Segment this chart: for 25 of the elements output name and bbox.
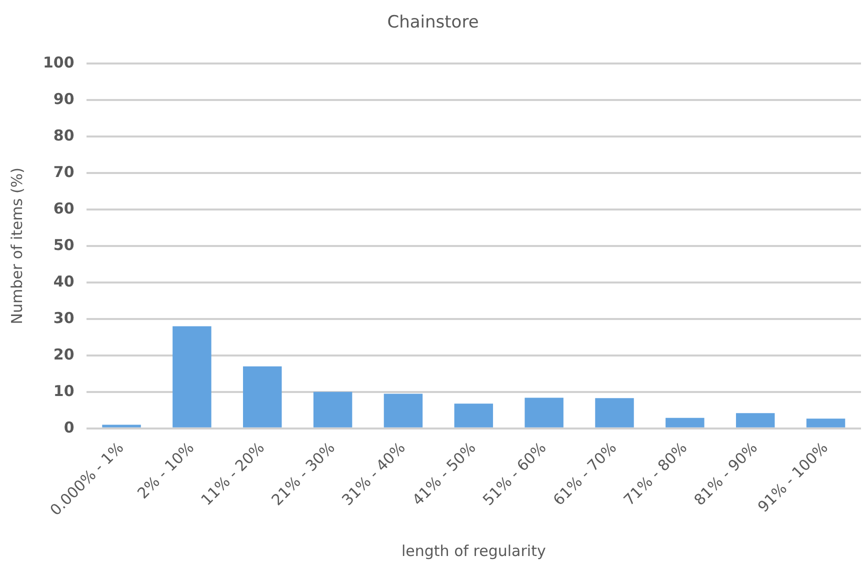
- y-tick-label: 20: [53, 345, 74, 364]
- bar: [102, 424, 141, 428]
- x-axis-title: length of regularity: [401, 542, 546, 560]
- y-tick-label: 80: [53, 126, 74, 144]
- y-tick-label: 50: [53, 236, 74, 254]
- bar: [666, 418, 704, 428]
- bar: [313, 392, 352, 428]
- y-tick-label: 60: [53, 199, 74, 218]
- y-tick-label: 70: [53, 162, 74, 181]
- y-tick-label: 10: [53, 382, 74, 400]
- bar: [454, 404, 494, 428]
- y-tick-label: 90: [53, 90, 74, 108]
- y-axis-title: Number of items (%): [8, 168, 26, 324]
- bar: [736, 413, 775, 428]
- y-tick-label: 30: [53, 308, 74, 327]
- bar: [384, 394, 423, 428]
- y-tick-label: 100: [43, 53, 74, 72]
- chart-title: Chainstore: [387, 12, 479, 33]
- bar: [243, 366, 282, 428]
- bar: [172, 326, 212, 428]
- bar: [595, 398, 634, 428]
- y-tick-label: 0: [64, 418, 74, 436]
- y-tick-label: 40: [53, 272, 74, 290]
- bar: [806, 418, 846, 428]
- bar: [524, 398, 564, 428]
